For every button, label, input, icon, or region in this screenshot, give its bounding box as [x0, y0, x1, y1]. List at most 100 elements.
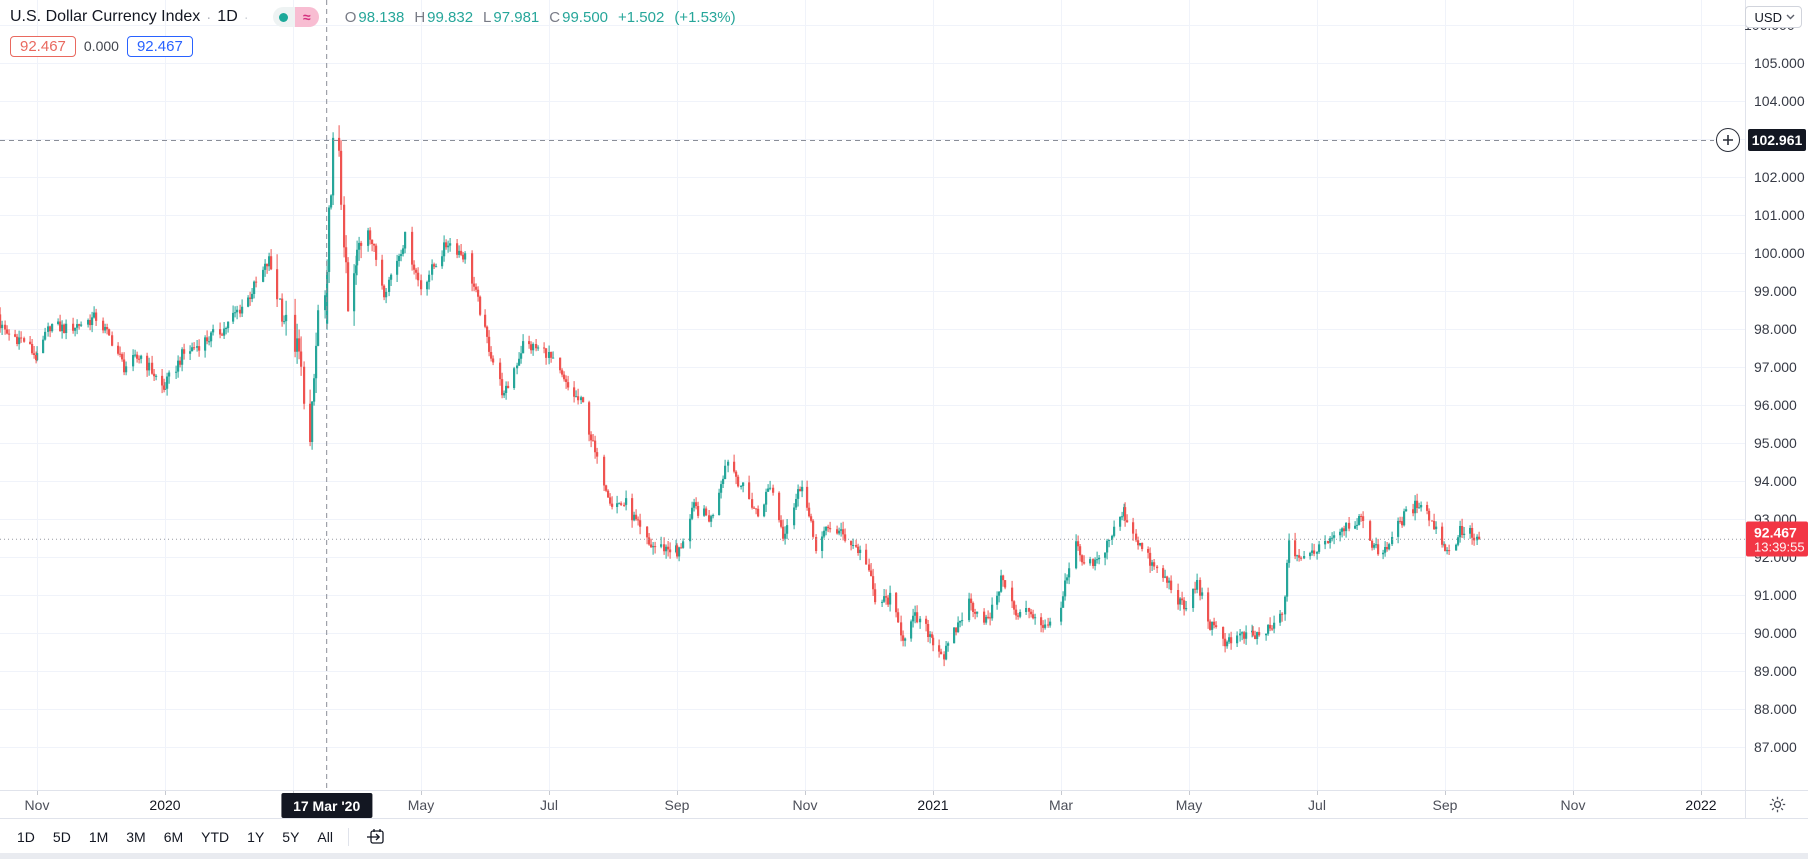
- low-label: L: [483, 8, 492, 26]
- time-axis-tick: [677, 791, 678, 795]
- quote-row: 92.467 0.000 92.467: [10, 34, 736, 58]
- open-label: O: [344, 8, 357, 26]
- toolbar-divider: [347, 827, 349, 846]
- time-axis-tick: [805, 791, 806, 795]
- chevron-down-icon: [1786, 14, 1795, 20]
- crosshair-price-badge: 102.961: [1748, 129, 1806, 152]
- chart-pane[interactable]: U.S. Dollar Currency Index · 1D · ≈ O 98…: [0, 0, 1745, 790]
- price-axis-label: 94.000: [1754, 473, 1797, 489]
- time-axis-tick: [1189, 791, 1190, 795]
- currency-label: USD: [1754, 9, 1782, 25]
- price-axis[interactable]: 102.961 92.467 13:39:55 USD 87.000 88.000…: [1744, 0, 1808, 790]
- gear-icon: [1769, 796, 1785, 813]
- time-axis-label-sep: Sep: [1432, 796, 1458, 813]
- source-pill[interactable]: ≈: [272, 7, 319, 27]
- time-axis-label-2021: 2021: [917, 796, 949, 813]
- close-value: 99.500: [562, 8, 609, 26]
- bottom-toolbar: 1D 5D 1M 3M 6M YTD 1Y 5Y All: [0, 820, 1808, 853]
- price-axis-label: 102.000: [1754, 169, 1805, 185]
- time-axis-tick: [1445, 791, 1446, 795]
- time-axis-label-nov: Nov: [792, 796, 818, 813]
- range-button-6m[interactable]: 6M: [155, 825, 192, 849]
- price-axis-label: 89.000: [1754, 663, 1797, 679]
- buy-price-badge[interactable]: 92.467: [126, 35, 193, 57]
- time-axis[interactable]: 17 Mar '20 Nov2020MarMayJulSepNov2021Mar…: [0, 790, 1745, 819]
- time-axis-label-jul: Jul: [540, 796, 558, 813]
- time-axis-label-2022: 2022: [1685, 796, 1717, 813]
- last-price-badge: 92.467 13:39:55: [1746, 521, 1808, 557]
- price-axis-label: 100.000: [1754, 245, 1805, 261]
- symbol-title[interactable]: U.S. Dollar Currency Index: [10, 8, 201, 25]
- price-axis-label: 87.000: [1754, 739, 1797, 755]
- legend: U.S. Dollar Currency Index · 1D · ≈ O 98…: [10, 5, 736, 58]
- time-axis-tick: [37, 791, 38, 795]
- interval-label[interactable]: 1D: [217, 8, 238, 25]
- up-candle-wicks: [1, 132, 1478, 661]
- range-button-3m[interactable]: 3M: [117, 825, 154, 849]
- price-axis-label: 91.000: [1754, 587, 1797, 603]
- change-percent: (+1.53%): [674, 8, 736, 26]
- sell-price-badge[interactable]: 92.467: [10, 35, 76, 57]
- low-value: 97.981: [493, 8, 540, 26]
- plus-circle-icon[interactable]: [1716, 128, 1740, 153]
- time-axis-label-sep: Sep: [664, 796, 690, 813]
- time-axis-tick: [1061, 791, 1062, 795]
- pink-wave-icon: ≈: [294, 7, 319, 27]
- time-axis-label-nov: Nov: [24, 796, 50, 813]
- high-value: 99.832: [427, 8, 474, 26]
- time-axis-tick: [549, 791, 550, 795]
- time-axis-label-may: May: [407, 796, 435, 813]
- title-separator: ·: [206, 8, 212, 26]
- price-axis-label: 101.000: [1754, 207, 1805, 223]
- up-candle-bodies: [1, 137, 1479, 660]
- crosshair-time-badge: 17 Mar '20: [281, 793, 373, 818]
- title-trailing-dot: ·: [243, 8, 249, 26]
- down-candle-bodies: [0, 137, 1481, 660]
- time-axis-tick: [421, 791, 422, 795]
- time-axis-tick: [165, 791, 166, 795]
- time-axis-tick: [1701, 791, 1702, 795]
- range-button-5y[interactable]: 5Y: [273, 825, 308, 849]
- candlestick-chart[interactable]: [0, 0, 1745, 790]
- price-axis-label: 98.000: [1754, 321, 1797, 337]
- price-axis-label: 97.000: [1754, 359, 1797, 375]
- change-value: +1.502: [618, 8, 665, 26]
- range-button-5d[interactable]: 5D: [44, 825, 80, 849]
- go-to-date-button[interactable]: [359, 825, 393, 849]
- high-label: H: [414, 8, 426, 26]
- time-axis-label-nov: Nov: [1560, 796, 1586, 813]
- calendar-arrow-icon: [366, 828, 384, 844]
- price-axis-label: 88.000: [1754, 701, 1797, 717]
- bottom-scroll-strip: [0, 853, 1808, 859]
- teal-dot-icon: [272, 7, 295, 27]
- range-button-all[interactable]: All: [308, 825, 342, 849]
- bar-countdown: 13:39:55: [1754, 539, 1805, 555]
- close-label: C: [549, 8, 561, 26]
- ohlc-readout: O 98.138 H 99.832 L 97.981 C 99.500 +1.5…: [345, 9, 736, 26]
- grid-lines: [0, 0, 1745, 790]
- price-axis-label: 96.000: [1754, 397, 1797, 413]
- time-axis-label-2020: 2020: [149, 796, 181, 813]
- down-candle-wicks: [0, 125, 1480, 667]
- time-axis-label-mar: Mar: [1048, 796, 1074, 813]
- time-axis-tick: [933, 791, 934, 795]
- price-axis-label: 95.000: [1754, 435, 1797, 451]
- time-axis-label-jul: Jul: [1308, 796, 1326, 813]
- range-button-1m[interactable]: 1M: [80, 825, 117, 849]
- price-axis-label: 99.000: [1754, 283, 1797, 299]
- last-price-value: 92.467: [1754, 524, 1797, 541]
- price-axis-label: 90.000: [1754, 625, 1797, 641]
- time-axis-tick: [1573, 791, 1574, 795]
- range-button-1d[interactable]: 1D: [8, 825, 44, 849]
- spread-value: 0.000: [83, 38, 119, 54]
- open-value: 98.138: [358, 8, 405, 26]
- axis-settings-button[interactable]: [1745, 790, 1808, 819]
- time-axis-label-may: May: [1175, 796, 1203, 813]
- price-axis-label: 105.000: [1754, 55, 1805, 71]
- range-buttons: 1D 5D 1M 3M 6M YTD 1Y 5Y All: [8, 825, 342, 849]
- time-axis-tick: [1317, 791, 1318, 795]
- currency-dropdown[interactable]: USD: [1744, 6, 1802, 28]
- range-button-ytd[interactable]: YTD: [192, 825, 238, 849]
- range-button-1y[interactable]: 1Y: [238, 825, 273, 849]
